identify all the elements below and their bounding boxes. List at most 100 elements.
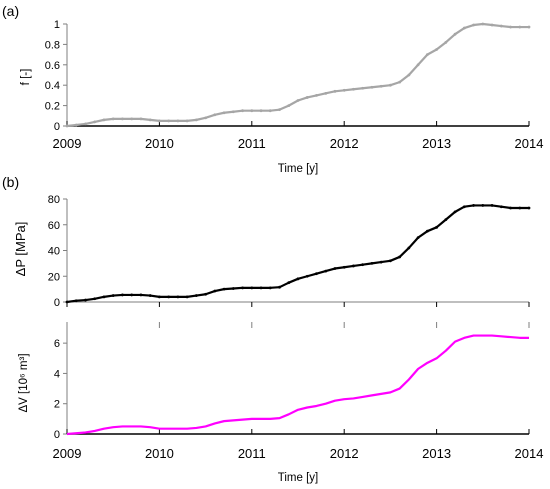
panel-a-series-points — [65, 22, 531, 128]
data-point — [453, 32, 457, 36]
data-point — [259, 109, 263, 113]
panel-b-lower-series-line — [66, 334, 529, 436]
data-point — [407, 246, 411, 250]
data-point — [305, 274, 309, 278]
panel-b-lower-x-ticks: 2009 2010 2011 2012 2013 2014 — [53, 322, 543, 461]
data-point — [194, 294, 198, 297]
data-point — [287, 104, 291, 107]
data-point — [315, 94, 318, 97]
data-point — [305, 96, 309, 99]
data-point — [74, 299, 78, 303]
data-point — [407, 73, 411, 77]
data-point — [444, 40, 448, 44]
y-tick-label: 0 — [54, 121, 60, 133]
data-point — [278, 108, 281, 112]
data-point — [185, 119, 189, 123]
panel-label-b: (b) — [2, 174, 19, 190]
data-point — [84, 122, 87, 126]
data-point — [370, 261, 374, 265]
y-tick-label: 0.8 — [45, 39, 60, 51]
data-point — [379, 84, 383, 88]
data-point — [425, 229, 429, 233]
panel-a-y-ticks: 0 0.2 0.4 0.6 0.8 1 — [45, 19, 67, 133]
data-point — [527, 206, 531, 210]
panel-b-upper-series-points — [65, 204, 531, 304]
data-point — [425, 53, 429, 56]
y-tick-label: 2 — [54, 399, 60, 411]
data-point — [241, 286, 244, 290]
data-point — [84, 298, 87, 302]
data-point — [352, 87, 355, 91]
data-point — [167, 295, 171, 299]
panel-a-x-axis-title: Time [y] — [278, 163, 318, 175]
x-tick-label: 2013 — [422, 136, 451, 151]
data-point — [499, 205, 503, 209]
data-point — [121, 117, 124, 121]
data-point — [213, 289, 217, 293]
data-point — [65, 300, 69, 304]
data-point — [231, 110, 235, 114]
data-point — [65, 124, 69, 128]
data-point — [148, 294, 152, 297]
data-point — [213, 113, 217, 117]
x-tick-label: 2012 — [330, 446, 359, 461]
data-point — [435, 225, 438, 229]
x-tick-label: 2009 — [53, 136, 82, 151]
data-point — [490, 204, 494, 207]
data-point — [204, 116, 208, 120]
data-point — [93, 120, 97, 124]
x-tick-label: 2014 — [515, 136, 544, 151]
panel-b-upper-y-axis-title: ΔP [MPa] — [13, 222, 28, 277]
data-point — [130, 293, 134, 297]
data-point — [158, 119, 161, 123]
data-point — [139, 293, 143, 297]
data-point — [148, 118, 152, 122]
data-point — [370, 85, 374, 89]
y-tick-label: 1 — [54, 19, 60, 31]
x-tick-label: 2012 — [330, 136, 359, 151]
data-point — [389, 83, 392, 87]
data-point — [296, 277, 300, 281]
y-tick-label: 0.6 — [45, 60, 60, 72]
data-point — [324, 91, 328, 95]
data-point — [361, 263, 365, 267]
panel-b-upper-x-ticks — [66, 302, 530, 307]
data-point — [416, 236, 420, 240]
data-point — [324, 269, 328, 273]
data-point — [185, 295, 189, 299]
data-point — [333, 89, 337, 93]
data-point — [472, 204, 475, 207]
data-point — [462, 205, 466, 209]
data-point — [250, 109, 254, 113]
y-tick-label: 20 — [48, 271, 60, 283]
data-point — [398, 80, 402, 84]
data-point — [379, 260, 383, 264]
data-point — [352, 264, 355, 268]
x-tick-label: 2011 — [238, 136, 266, 151]
y-tick-label: 0 — [54, 297, 60, 309]
data-point — [435, 48, 438, 51]
data-point — [518, 25, 522, 29]
y-tick-label: 6 — [54, 338, 60, 350]
data-point — [453, 210, 457, 214]
data-point — [509, 25, 512, 29]
y-tick-label: 0 — [54, 429, 60, 441]
data-point — [231, 287, 235, 290]
panel-a-series-line — [66, 22, 529, 128]
data-point — [342, 265, 346, 269]
data-point — [111, 117, 115, 121]
x-tick-label: 2009 — [53, 446, 82, 461]
data-point — [518, 206, 522, 210]
y-tick-label: 80 — [48, 194, 60, 206]
x-tick-label: 2013 — [422, 446, 451, 461]
data-point — [241, 109, 244, 113]
data-point — [462, 26, 466, 30]
chart-panel-a: 00.20.40.60.81 2009 2010 2011 2012 2013 2014 … — [20, 19, 543, 175]
data-point — [398, 255, 402, 259]
data-point — [342, 88, 346, 92]
y-tick-label: 0.4 — [45, 80, 60, 92]
data-point — [499, 24, 503, 28]
data-point — [287, 281, 291, 285]
data-point — [102, 118, 106, 122]
